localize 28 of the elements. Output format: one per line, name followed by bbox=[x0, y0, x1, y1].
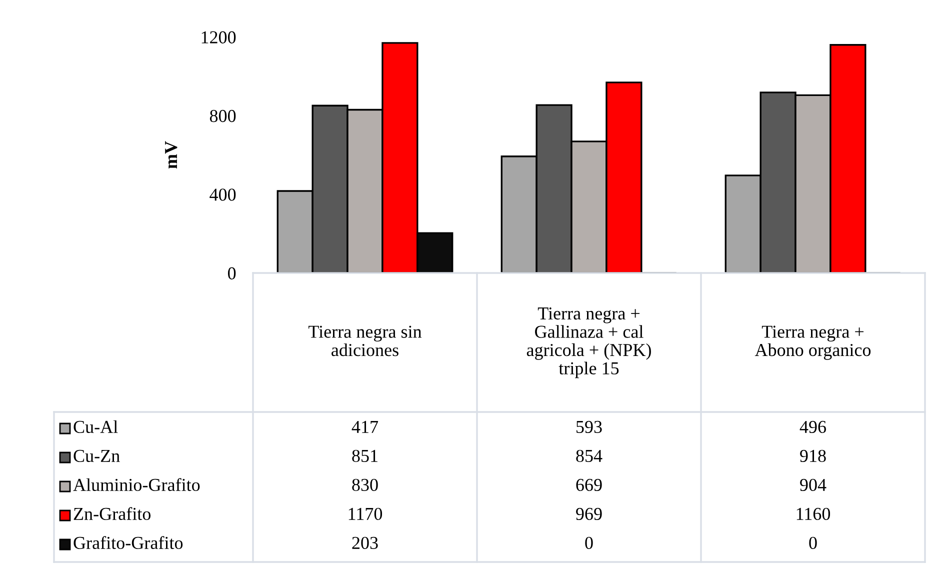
data-label: 1160 bbox=[796, 508, 830, 520]
legend-label: Zn-Grafito bbox=[74, 507, 151, 520]
data-label: 0 bbox=[809, 536, 817, 550]
data-label: 851 bbox=[352, 450, 378, 462]
data-label: 669 bbox=[576, 478, 602, 492]
y-tick-label: 800 bbox=[210, 110, 236, 122]
x-tick-label: Tierra negra sin adiciones bbox=[308, 326, 422, 356]
y-tick-label: 1200 bbox=[202, 31, 236, 44]
data-label: 0 bbox=[585, 536, 593, 550]
legend-label: Cu-Zn bbox=[74, 450, 120, 462]
x-tick-label: Tierra negra + Abono organico bbox=[754, 326, 871, 360]
legend-label: Aluminio-Grafito bbox=[73, 478, 200, 492]
legend-label: Cu-Al bbox=[74, 420, 118, 434]
data-label: 203 bbox=[352, 536, 378, 550]
y-tick-label: 0 bbox=[228, 267, 236, 280]
data-label: 904 bbox=[800, 478, 826, 492]
data-label: 830 bbox=[352, 478, 378, 492]
data-label: 593 bbox=[576, 420, 602, 434]
data-label: 496 bbox=[800, 420, 826, 434]
data-label: 417 bbox=[352, 420, 378, 433]
data-label: 854 bbox=[576, 450, 602, 462]
y-tick-label: 400 bbox=[210, 188, 236, 201]
data-label: 1170 bbox=[348, 508, 382, 520]
data-label: 969 bbox=[576, 508, 602, 520]
y-axis-title: mV bbox=[165, 141, 178, 169]
legend-label: Grafito-Grafito bbox=[74, 536, 183, 550]
data-label: 918 bbox=[800, 450, 826, 462]
x-tick-label: Tierra negra + Gallinaza + cal agricola + (NPK) triple 15 bbox=[526, 307, 651, 378]
